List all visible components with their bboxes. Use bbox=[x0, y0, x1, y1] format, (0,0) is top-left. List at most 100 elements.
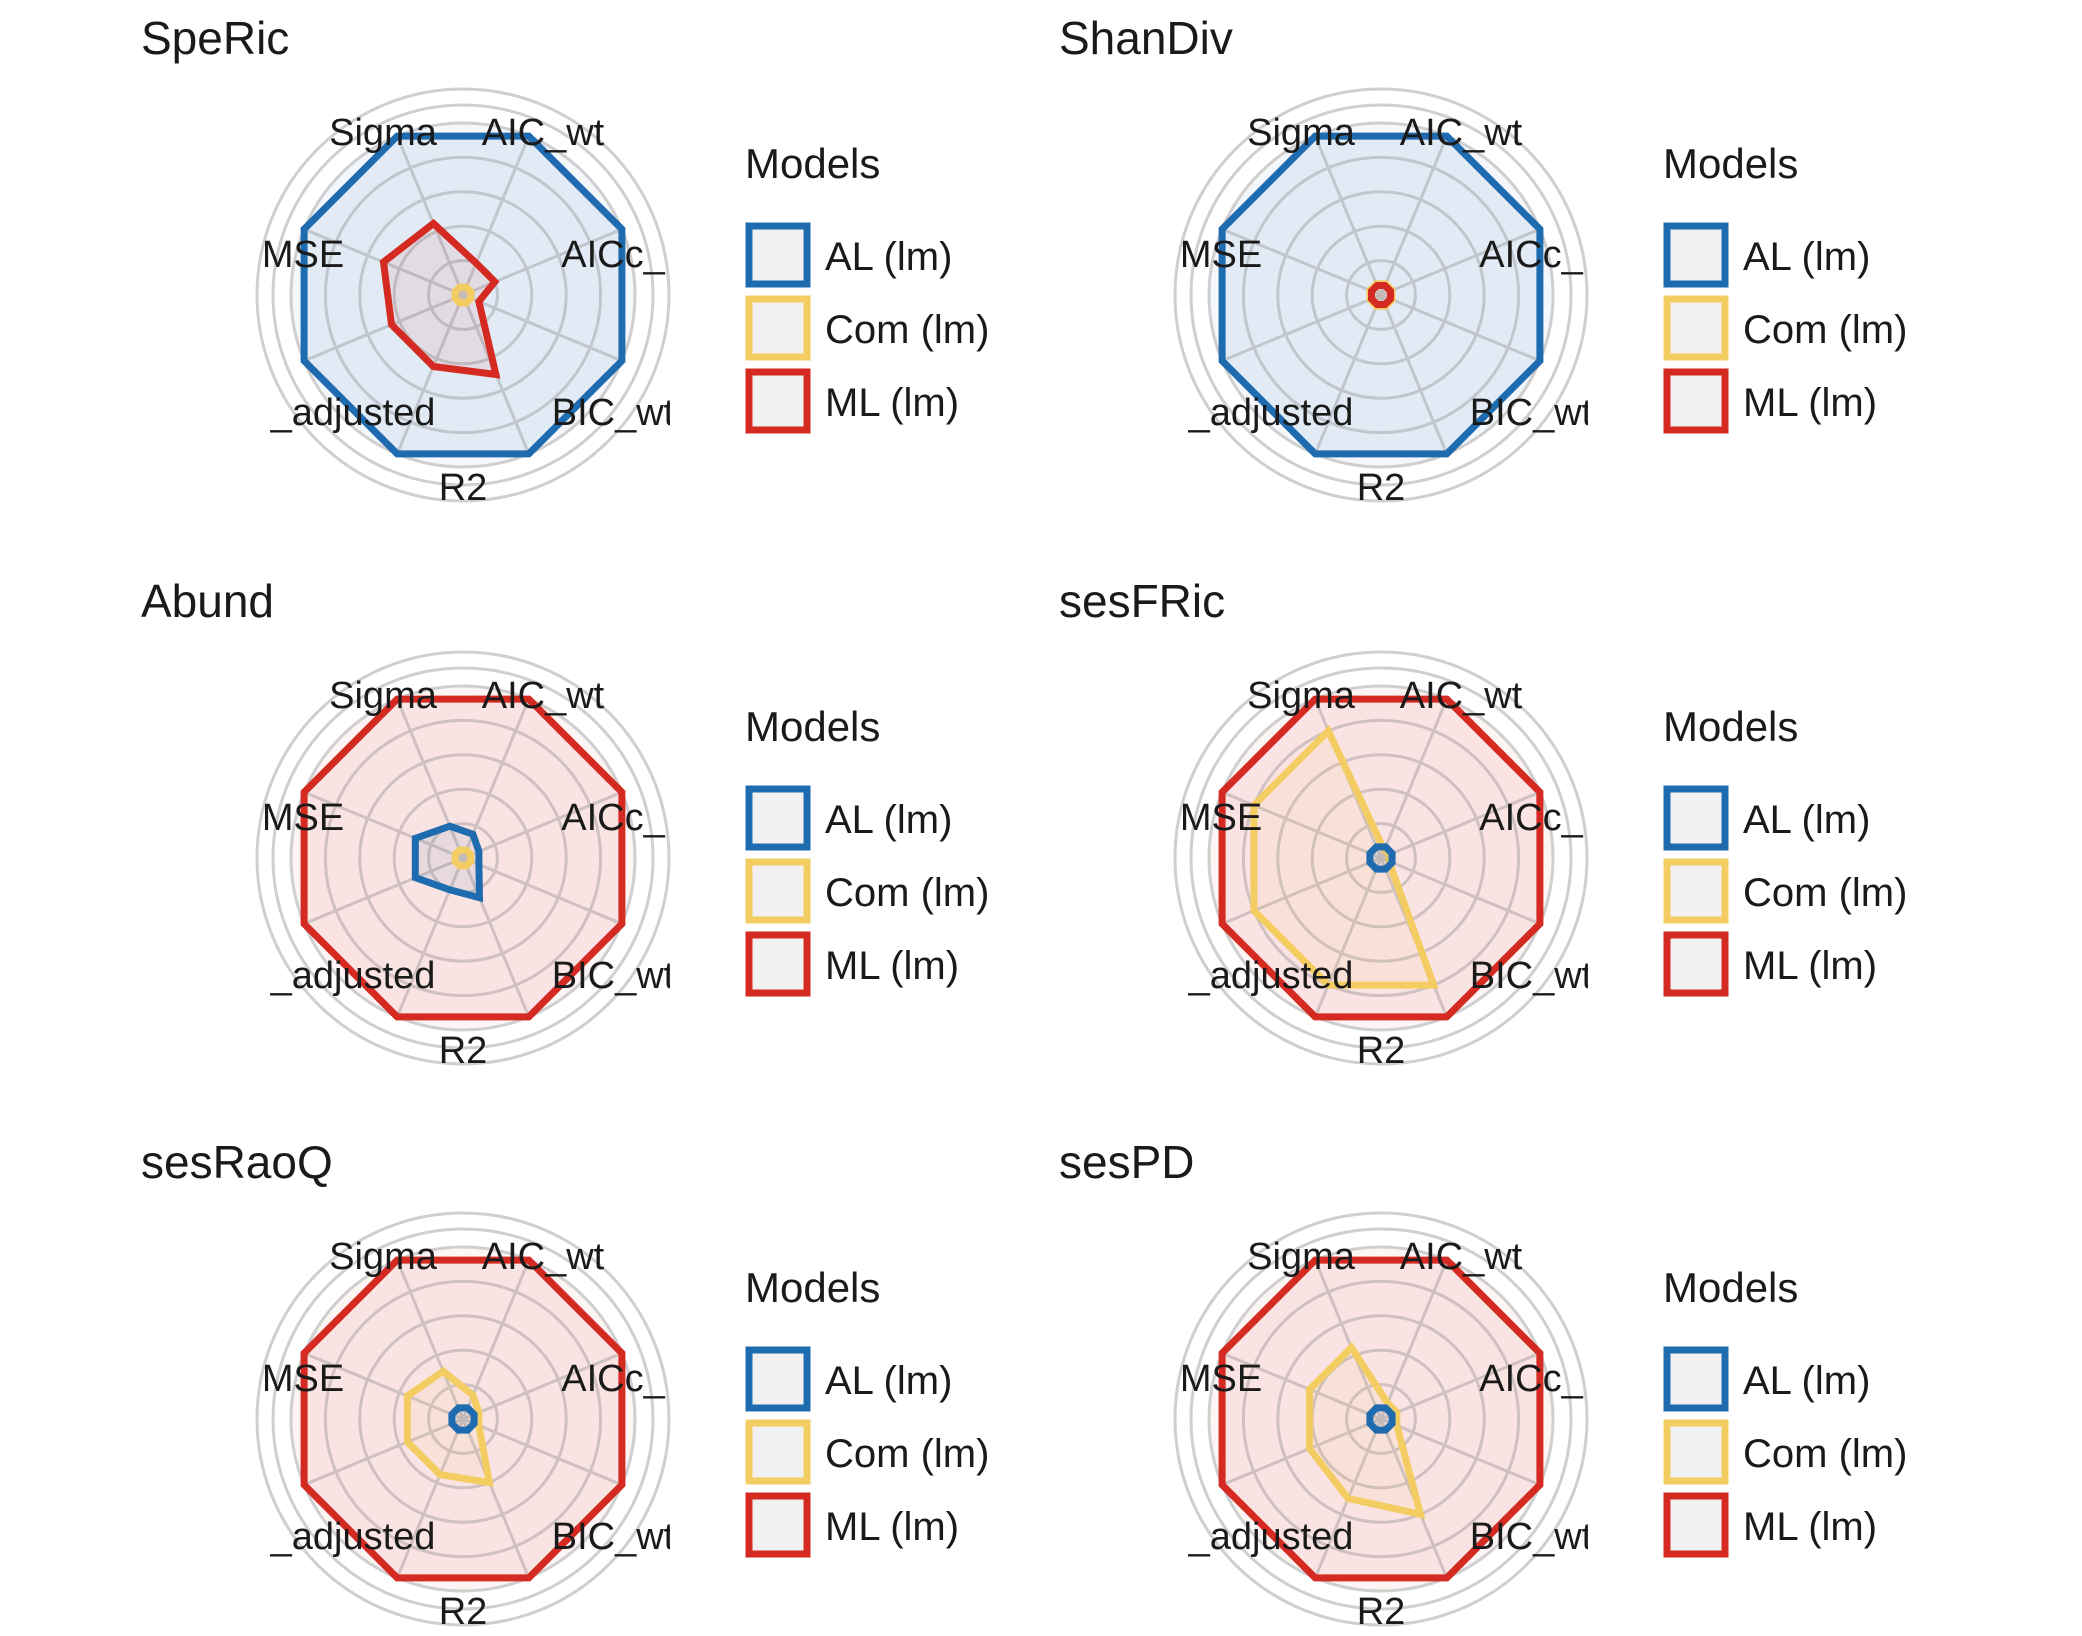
grid-spoke bbox=[1379, 698, 1449, 859]
grid-circle bbox=[271, 666, 655, 1050]
axis-label: AICc_ bbox=[1479, 797, 1583, 839]
axis-labels: Sigma AIC_wt AICc_ BIC_wt R2_adjusted MSE bbox=[262, 112, 670, 509]
grid-spoke bbox=[462, 790, 623, 860]
axis-labels: Sigma AIC_wt AICc_ BIC_wt R2_adjusted MSE bbox=[1180, 112, 1588, 509]
panel-title: sesFRic bbox=[1059, 575, 1225, 627]
legend-swatch bbox=[1663, 222, 1729, 288]
grid-ring bbox=[1310, 224, 1452, 366]
axis-label: MSE bbox=[1180, 234, 1262, 276]
axis-label: _adjusted bbox=[270, 955, 436, 997]
grid-spoke bbox=[1313, 294, 1383, 455]
axis-label: R2 bbox=[1357, 467, 1406, 509]
legend-swatch bbox=[745, 931, 811, 997]
grid-circle bbox=[271, 103, 655, 487]
series-polygon-com bbox=[1306, 1341, 1426, 1519]
grid-spoke bbox=[1379, 294, 1449, 455]
series-polygon-ml bbox=[1218, 1256, 1544, 1582]
legend-swatch bbox=[745, 222, 811, 288]
axis-labels: Sigma AIC_wt AICc_ BIC_wt R2_adjusted MSE bbox=[1180, 675, 1588, 1072]
grid-circle bbox=[271, 1227, 655, 1611]
grid-spoke bbox=[1379, 135, 1449, 296]
legend-label: AL (lm) bbox=[825, 798, 952, 842]
grid-spoke bbox=[303, 856, 464, 926]
grid-ring bbox=[1345, 259, 1417, 331]
legend-swatch bbox=[1663, 1346, 1729, 1412]
legend-label: ML (lm) bbox=[1743, 381, 1877, 425]
axis-labels: Sigma AIC_wt AICc_ BIC_wt R2_adjusted MSE bbox=[1180, 1236, 1593, 1633]
legend-label: Com (lm) bbox=[825, 871, 989, 915]
series-polygon-ml bbox=[1368, 282, 1394, 308]
axis-label: AIC_wt bbox=[482, 1236, 605, 1278]
grid-ring bbox=[1241, 155, 1521, 435]
legend-label: AL (lm) bbox=[1743, 1359, 1870, 1403]
grid-ring bbox=[289, 121, 637, 469]
series-polygon-ml bbox=[379, 218, 501, 379]
series-polygon-com bbox=[403, 1366, 494, 1487]
legend-swatch bbox=[1663, 785, 1729, 851]
grid-circle bbox=[255, 650, 671, 1066]
grid-circle bbox=[1189, 666, 1573, 1050]
axis-label: AIC_wt bbox=[482, 675, 605, 717]
grid-spoke bbox=[1221, 293, 1382, 363]
axis-label: MSE bbox=[1180, 797, 1262, 839]
panel-title: sesPD bbox=[1059, 1136, 1194, 1188]
grid-circle bbox=[1173, 87, 1589, 503]
legend-swatch bbox=[745, 858, 811, 924]
axis-label: R2 bbox=[439, 1591, 488, 1633]
legend-swatch bbox=[745, 785, 811, 851]
grid-ring bbox=[1345, 822, 1417, 894]
legend-swatch bbox=[1663, 858, 1729, 924]
legend-swatch bbox=[745, 295, 811, 361]
grid-ring bbox=[1276, 753, 1486, 963]
axis-label: R2 bbox=[1357, 1591, 1406, 1633]
grid-circle bbox=[1189, 1227, 1573, 1611]
legend-label: ML (lm) bbox=[825, 944, 959, 988]
radar-panel: Abund Sigma AIC_wt AICc_ BIC_wt R2_adjusted MS… bbox=[141, 575, 989, 1072]
axis-label: AIC_wt bbox=[482, 112, 605, 154]
legend-swatch bbox=[1663, 1492, 1729, 1558]
axis-label: Sigma bbox=[1247, 675, 1356, 717]
legend-title: Models bbox=[745, 140, 880, 187]
series-polygon-com bbox=[451, 846, 475, 870]
legend-label: AL (lm) bbox=[825, 235, 952, 279]
legend-label: ML (lm) bbox=[825, 381, 959, 425]
series-polygon-al bbox=[1366, 1404, 1396, 1434]
axis-label: _adjusted bbox=[1188, 392, 1354, 434]
grid-spoke bbox=[395, 1418, 465, 1579]
legend-swatch bbox=[745, 1419, 811, 1485]
legend-title: Models bbox=[1663, 140, 1798, 187]
grid-ring bbox=[392, 1348, 534, 1490]
axis-label: Sigma bbox=[329, 1236, 438, 1278]
grid-ring bbox=[323, 1279, 603, 1559]
legend-label: Com (lm) bbox=[1743, 308, 1907, 352]
legend-label: AL (lm) bbox=[1743, 798, 1870, 842]
grid-circle bbox=[1173, 1211, 1589, 1627]
radar-plot bbox=[255, 87, 671, 503]
legend-label: Com (lm) bbox=[825, 1432, 989, 1476]
axis-label: BIC_wt bbox=[1470, 1516, 1593, 1558]
axis-label: AIC_wt bbox=[1400, 1236, 1523, 1278]
series-polygon-ml bbox=[300, 695, 626, 1021]
grid-ring bbox=[1276, 190, 1486, 400]
axis-label: _adjusted bbox=[1188, 1516, 1354, 1558]
panel-title: ShanDiv bbox=[1059, 12, 1233, 64]
radar-panel: sesFRic Sigma AIC_wt AICc_ BIC_wt R2_adjusted… bbox=[1059, 575, 1907, 1072]
legend-swatch bbox=[1663, 368, 1729, 434]
axis-label: AIC_wt bbox=[1400, 112, 1523, 154]
grid-ring bbox=[1207, 1245, 1555, 1593]
axis-label: R2 bbox=[1357, 1030, 1406, 1072]
radar-plot bbox=[255, 1211, 671, 1627]
grid-spoke bbox=[1313, 1259, 1383, 1420]
panel-title: SpeRic bbox=[141, 12, 289, 64]
grid-spoke bbox=[1313, 135, 1383, 296]
axis-label: R2 bbox=[439, 1030, 488, 1072]
axis-label: MSE bbox=[1180, 1358, 1262, 1400]
radar-plot bbox=[1173, 1211, 1589, 1627]
grid-ring bbox=[289, 684, 637, 1032]
grid-spoke bbox=[1380, 1417, 1541, 1487]
legend-label: Com (lm) bbox=[825, 308, 989, 352]
axis-label: R2 bbox=[439, 467, 488, 509]
legend-swatch bbox=[745, 368, 811, 434]
legend-swatch bbox=[745, 1492, 811, 1558]
